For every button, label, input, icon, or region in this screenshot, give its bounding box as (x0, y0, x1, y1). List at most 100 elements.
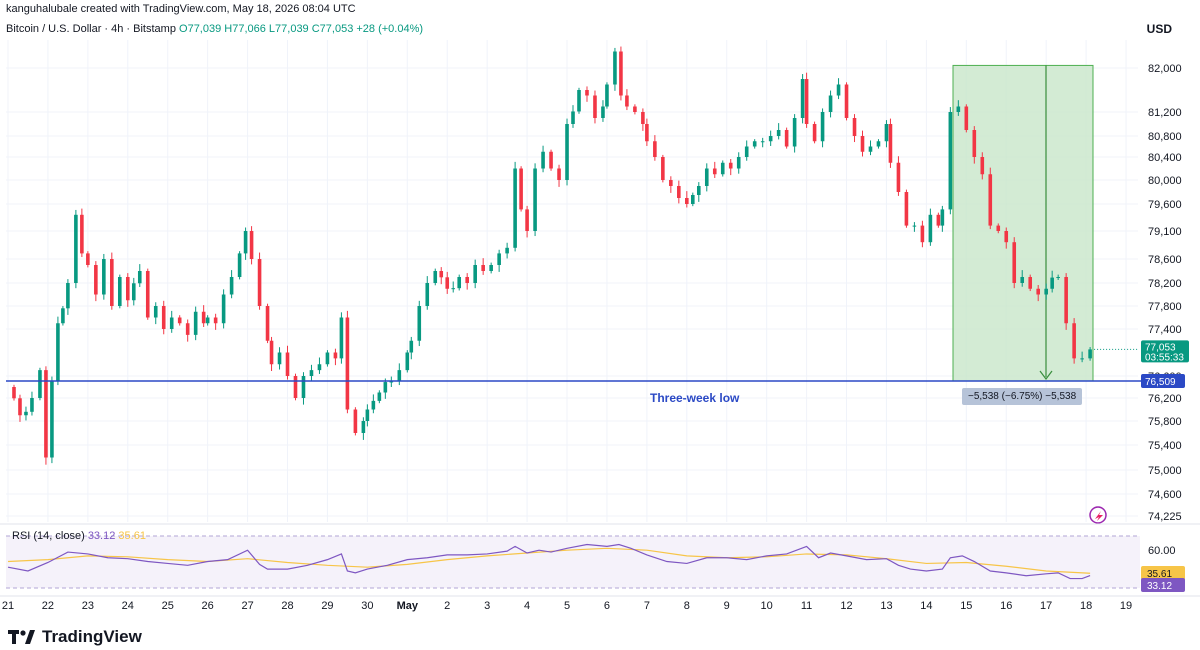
candle-body (285, 352, 290, 376)
candle-body (980, 157, 985, 175)
candle-body (269, 340, 274, 365)
candle-body (836, 84, 841, 96)
y-tick-label: 75,000 (1148, 465, 1182, 477)
x-tick-label: 30 (361, 600, 373, 612)
candle-body (844, 84, 849, 118)
candle-body (1028, 277, 1033, 289)
candle-body (389, 381, 394, 383)
candle-body (145, 271, 150, 318)
candle-body (641, 112, 645, 124)
candle-body (74, 214, 78, 283)
candle-body (293, 376, 298, 398)
symbol-header: Bitcoin / U.S. Dollar · 4h · Bitstamp O7… (6, 23, 423, 35)
candle-body (383, 382, 388, 393)
candle-body (137, 271, 142, 284)
candle-body (868, 146, 873, 152)
rsi-legend[interactable]: RSI (14, close) 33.12 35.61 (12, 530, 146, 542)
x-tick-label: 10 (761, 600, 773, 612)
candle-body (585, 90, 589, 96)
candle-body (1072, 323, 1076, 359)
candle-body (161, 306, 166, 329)
candle-body (760, 141, 765, 143)
rsi-value: 33.12 (87, 530, 116, 542)
rsi-band (6, 536, 1140, 588)
candle-body (768, 136, 773, 142)
candle-body (1004, 231, 1009, 243)
candle-body (50, 381, 54, 458)
countdown-tag: 03:55:33 (1145, 352, 1184, 363)
x-tick-label: 18 (1080, 600, 1092, 612)
candle-body (996, 225, 1001, 231)
x-tick-label: 22 (42, 600, 54, 612)
candle-body (1080, 358, 1084, 360)
x-tick-label: 17 (1040, 600, 1052, 612)
candle-body (1088, 349, 1092, 359)
candle-body (645, 124, 649, 142)
candle-body (177, 317, 182, 324)
candle-body (18, 398, 22, 416)
candle-body (325, 352, 330, 365)
rsi-ma-tag: 35.61 (1147, 569, 1172, 580)
candle-body (153, 306, 158, 318)
candle-body (920, 225, 925, 243)
y-tick-label: 78,200 (1148, 278, 1182, 290)
candle-body (229, 277, 234, 295)
candle-body (94, 265, 98, 295)
x-tick-label: 14 (920, 600, 932, 612)
candle-body (12, 387, 16, 399)
x-tick-label: 7 (644, 600, 650, 612)
candle-body (277, 352, 282, 365)
x-tick-label: 15 (960, 600, 972, 612)
candle-body (601, 106, 605, 118)
currency-label[interactable]: USD (1146, 22, 1172, 36)
candle-body (110, 259, 114, 306)
candle-body (884, 124, 889, 142)
candle-body (1056, 277, 1060, 278)
candle-body (193, 311, 198, 335)
candle-body (1050, 277, 1054, 289)
candle-body (317, 364, 322, 371)
candle-body (102, 259, 106, 295)
x-tick-label: 23 (82, 600, 94, 612)
x-tick-label: 3 (484, 600, 490, 612)
candle-body (613, 51, 617, 85)
candle-body (339, 317, 344, 359)
candle-body (804, 79, 809, 124)
candle-body (417, 306, 422, 341)
candle-body (445, 277, 450, 289)
candle-body (497, 253, 501, 265)
candle-body (625, 95, 629, 107)
candle-body (653, 141, 657, 157)
candle-body (936, 214, 941, 226)
support-price-tag-bg (1141, 374, 1185, 389)
y-tick-label: 74,600 (1148, 489, 1182, 501)
candle-body (744, 146, 749, 157)
candle-body (812, 124, 817, 142)
candle-body (489, 265, 493, 271)
tradingview-logo[interactable]: TradingView (8, 627, 142, 647)
candle-body (852, 118, 857, 136)
candle-body (661, 157, 665, 180)
candle-body (465, 277, 469, 283)
candle-body (345, 317, 350, 410)
x-tick-label: 29 (321, 600, 333, 612)
candle-body (896, 162, 901, 192)
candle-body (457, 277, 462, 289)
candle-body (309, 370, 314, 376)
candle-body (24, 411, 28, 416)
symbol-name[interactable]: Bitcoin / U.S. Dollar · 4h · Bitstamp (6, 23, 176, 35)
candle-body (784, 130, 789, 147)
replay-icon (1089, 506, 1107, 524)
x-tick-label: 2 (444, 600, 450, 612)
candle-body (557, 168, 561, 180)
y-tick-label: 74,225 (1148, 511, 1182, 523)
x-tick-label: 9 (724, 600, 730, 612)
y-tick-label: 76,200 (1148, 393, 1182, 405)
candle-body (30, 398, 34, 412)
candle-body (213, 317, 218, 324)
candle-body (243, 231, 248, 254)
candle-body (720, 162, 725, 175)
candle-body (704, 168, 709, 186)
candle-body (860, 136, 865, 152)
